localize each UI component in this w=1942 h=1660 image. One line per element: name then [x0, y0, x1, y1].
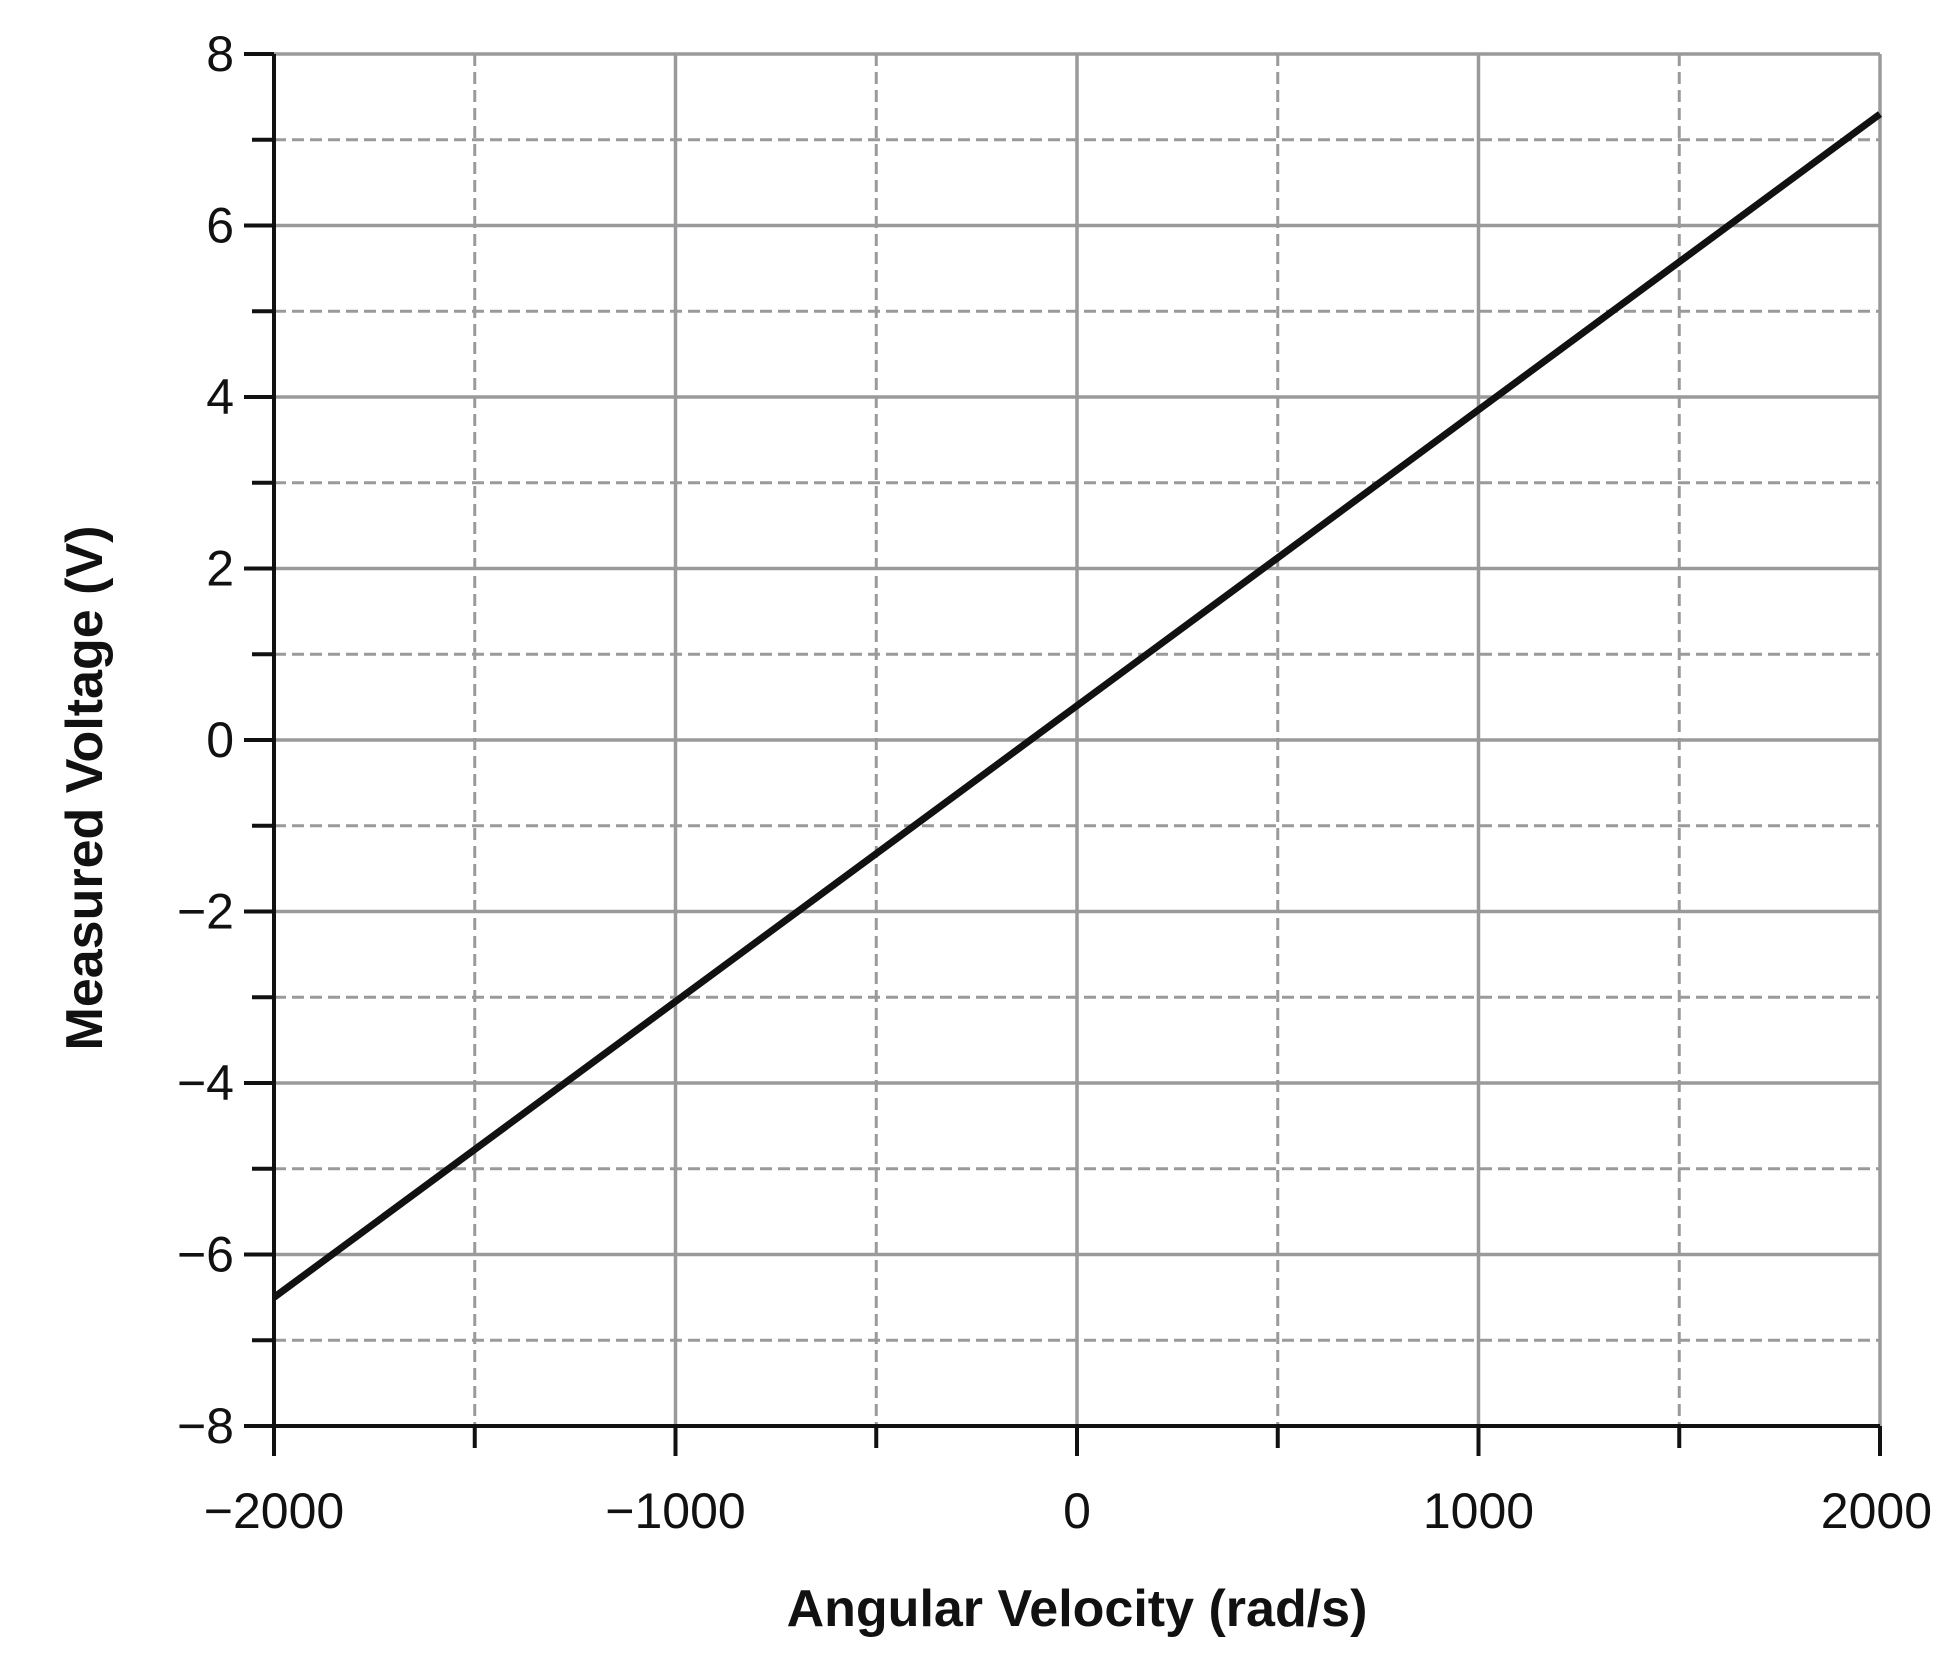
- y-tick-label: −4: [177, 1055, 234, 1111]
- x-axis-title: Angular Velocity (rad/s): [787, 1580, 1368, 1638]
- y-tick-label: −6: [177, 1227, 234, 1283]
- x-tick-label: −2000: [204, 1483, 344, 1539]
- y-tick-label: 2: [206, 541, 234, 597]
- axes: [244, 52, 1882, 1456]
- y-tick-label: −2: [177, 884, 234, 940]
- x-tick-label: 1000: [1423, 1483, 1534, 1539]
- y-tick-label: 8: [206, 26, 234, 82]
- y-axis-title: Measured Voltage (V): [56, 526, 114, 1051]
- data-line: [271, 111, 1883, 1301]
- x-tick-label: 0: [1063, 1483, 1091, 1539]
- y-tick-label: 4: [206, 369, 234, 425]
- tick-labels: −8 −6 −4 −2 0 2 4 6 8 −2000 −1000 0 1000 2000: [177, 26, 1932, 1539]
- y-tick-label: 6: [206, 198, 234, 254]
- series-layer: [271, 111, 1883, 1301]
- y-tick-label: −8: [177, 1398, 234, 1454]
- y-tick-label: 0: [206, 712, 234, 768]
- x-tick-label: 2000: [1821, 1483, 1932, 1539]
- x-tick-label: −1000: [605, 1483, 745, 1539]
- grid: [274, 52, 1882, 1426]
